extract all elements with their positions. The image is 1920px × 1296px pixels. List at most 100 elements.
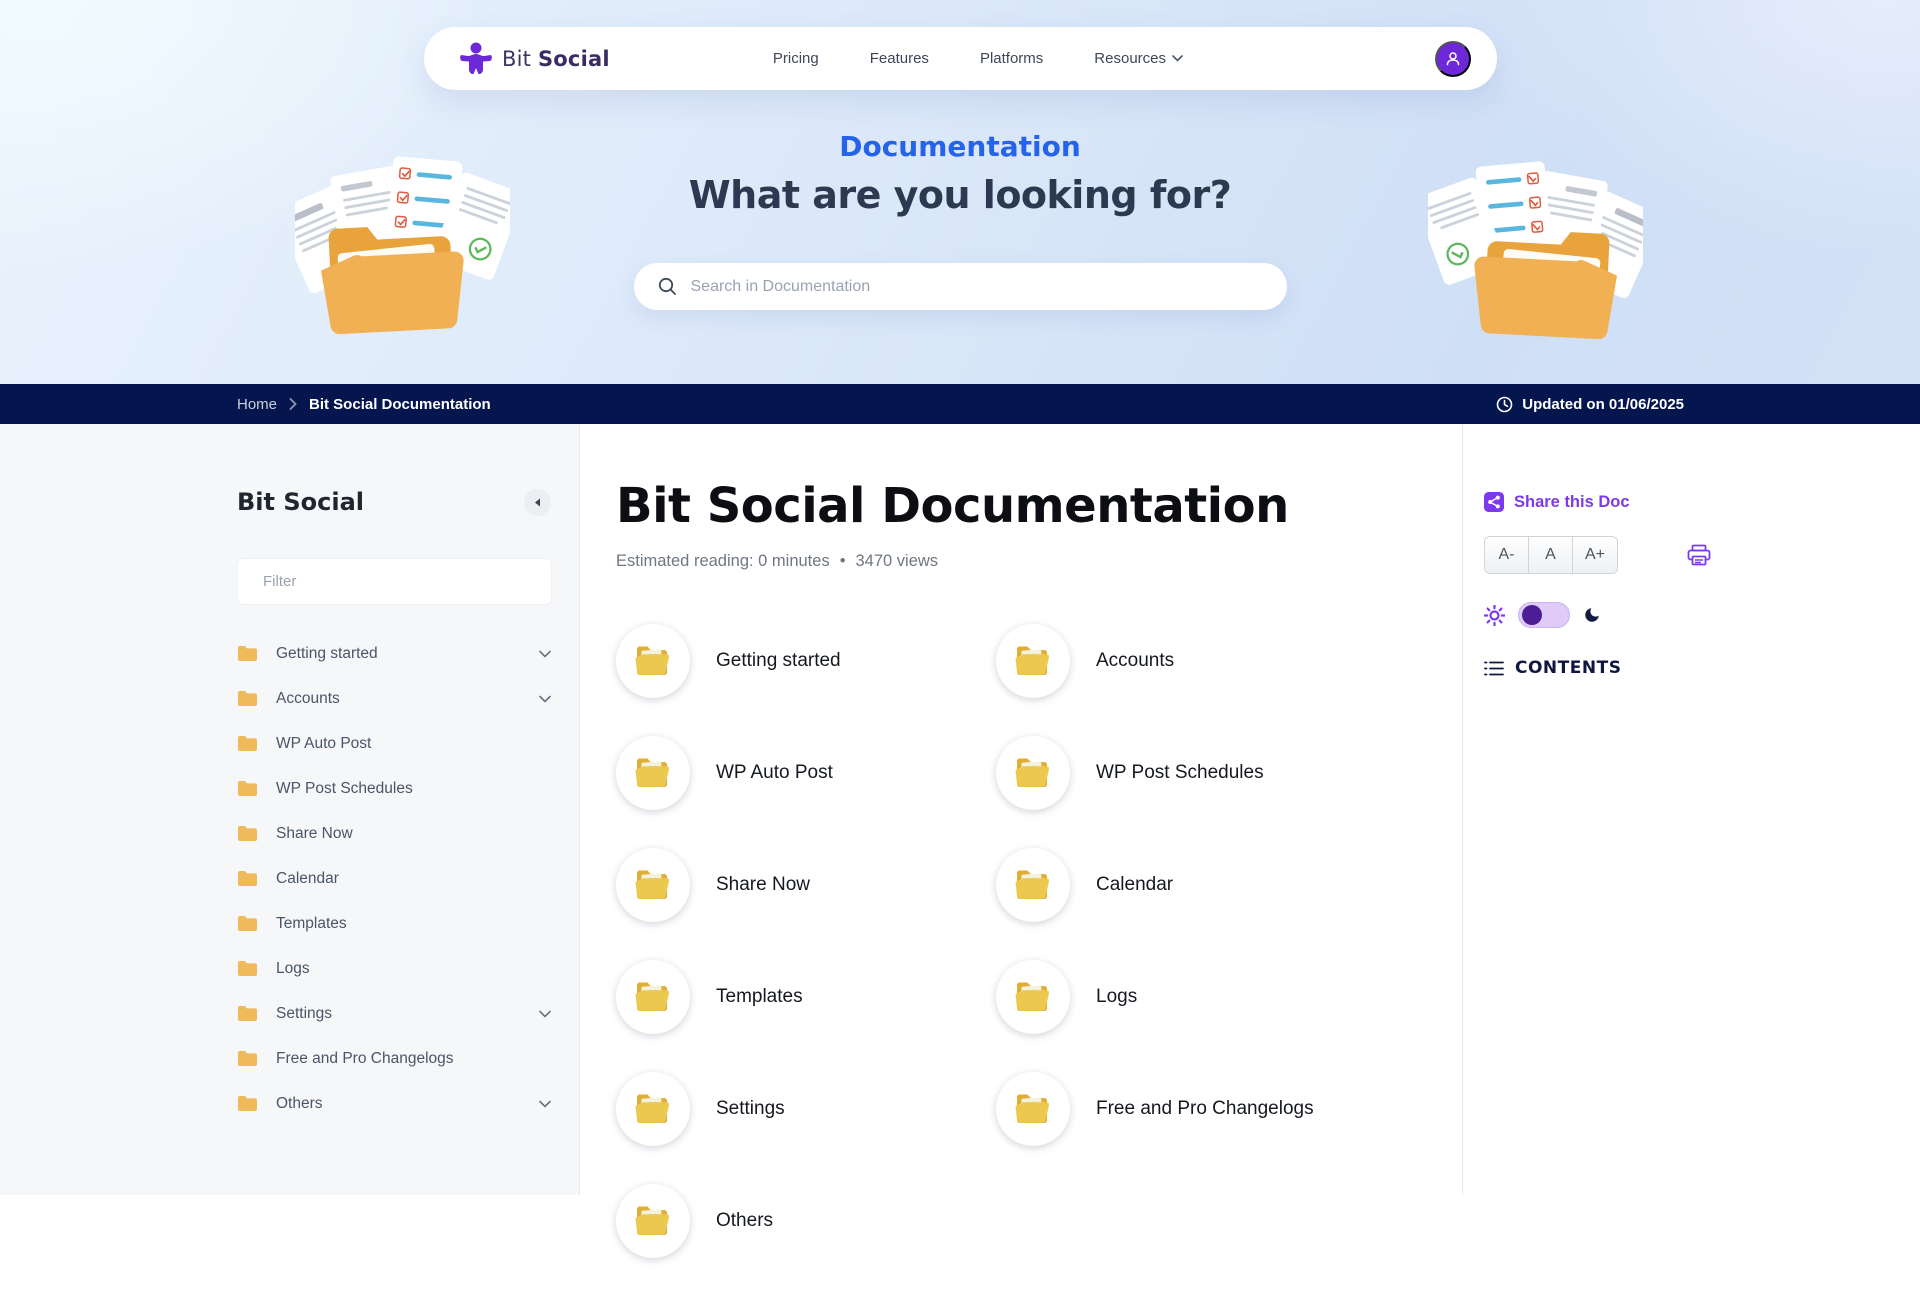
views-count: 3470 views [855, 552, 939, 570]
brand-logo[interactable]: Bit Social [460, 42, 610, 76]
font-size-button[interactable]: A+ [1573, 537, 1617, 573]
folder-badge [996, 848, 1070, 922]
doc-folder-card[interactable]: Calendar [996, 848, 1376, 922]
doc-meta: Estimated reading: 0 minutes • 3470 view… [616, 552, 1462, 571]
contents-header: CONTENTS [1484, 658, 1920, 678]
sidebar-folder-item[interactable]: Templates [237, 901, 551, 946]
doc-folder-card[interactable]: Templates [616, 960, 996, 1034]
folder-icon [237, 915, 258, 932]
folder-doc-icon [635, 1206, 670, 1235]
folder-doc-icon [635, 758, 670, 787]
folder-badge [996, 960, 1070, 1034]
sidebar-folder-item[interactable]: Logs [237, 946, 551, 991]
chevron-down-icon[interactable] [539, 1010, 551, 1018]
sidebar-folder-item[interactable]: Share Now [237, 811, 551, 856]
nav-menu-item[interactable]: Platforms [979, 50, 1044, 67]
nav-menu-item[interactable]: Features [869, 50, 929, 67]
folder-icon [237, 1050, 258, 1067]
sidebar-folder-item[interactable]: Others [237, 1081, 551, 1126]
sidebar-folder-item[interactable]: Free and Pro Changelogs [237, 1036, 551, 1081]
font-size-controls: A- A A+ [1484, 536, 1618, 574]
doc-content: Bit Social Documentation Estimated readi… [580, 424, 1462, 1258]
moon-icon [1583, 606, 1601, 624]
folder-badge [996, 1072, 1070, 1146]
updated-on-text: Updated on 01/06/2025 [1522, 395, 1684, 413]
chevron-down-icon[interactable] [539, 1100, 551, 1108]
folder-badge [616, 1184, 690, 1258]
folder-icon [237, 870, 258, 887]
folder-icon [237, 735, 258, 752]
print-button[interactable] [1687, 544, 1711, 566]
folder-icon [237, 1095, 258, 1112]
triangle-left-icon [534, 498, 541, 507]
dark-mode-toggle[interactable] [1518, 602, 1570, 628]
sidebar-folder-item[interactable]: WP Post Schedules [237, 766, 551, 811]
folder-icon [237, 690, 258, 707]
breadcrumb-bar: Home Bit Social Documentation Updated on… [0, 384, 1920, 424]
folder-grid: Getting started Accounts [616, 624, 1462, 1296]
doc-tools-panel: Share this Doc A- A A+ [1462, 424, 1920, 1195]
folder-doc-icon [635, 1094, 670, 1123]
folder-icon [237, 645, 258, 662]
folder-badge [616, 624, 690, 698]
account-avatar-button[interactable] [1435, 40, 1471, 77]
folder-badge [616, 1072, 690, 1146]
font-size-button[interactable]: A- [1485, 537, 1529, 573]
nav-menu-item[interactable]: Pricing [772, 50, 819, 67]
documentation-search[interactable] [633, 263, 1287, 310]
chevron-down-icon[interactable] [539, 695, 551, 703]
doc-folder-card[interactable]: WP Post Schedules [996, 736, 1376, 810]
breadcrumb: Home Bit Social Documentation [237, 396, 491, 413]
brand-name: Bit Social [502, 46, 610, 71]
hero-section: Bit Social Pricing Features [0, 0, 1920, 384]
top-navbar: Bit Social Pricing Features [424, 27, 1497, 90]
updated-on: Updated on 01/06/2025 [1496, 396, 1684, 413]
folder-icon [237, 1005, 258, 1022]
sidebar-folder-item[interactable]: Getting started [237, 631, 551, 676]
folder-badge [616, 848, 690, 922]
font-size-button[interactable]: A [1529, 537, 1573, 573]
breadcrumb-current: Bit Social Documentation [309, 395, 491, 413]
doc-folder-card[interactable]: Others [616, 1184, 996, 1258]
search-icon [658, 277, 677, 296]
breadcrumb-home-link[interactable]: Home [237, 395, 278, 413]
doc-folder-card[interactable]: Settings [616, 1072, 996, 1146]
sidebar-folder-item[interactable]: Accounts [237, 676, 551, 721]
hero-title: What are you looking for? [688, 173, 1232, 217]
folder-icon [237, 960, 258, 977]
sidebar-folder-item[interactable]: Calendar [237, 856, 551, 901]
doc-folder-card[interactable]: Getting started [616, 624, 996, 698]
doc-folder-card[interactable]: Accounts [996, 624, 1376, 698]
doc-folder-card[interactable]: WP Auto Post [616, 736, 996, 810]
sidebar-folder-item[interactable]: Settings [237, 991, 551, 1036]
folder-badge [616, 736, 690, 810]
folder-badge [616, 960, 690, 1034]
folder-icon [237, 780, 258, 797]
folder-badge [996, 736, 1070, 810]
folder-doc-icon [1015, 1094, 1050, 1123]
share-doc-button[interactable]: Share this Doc [1484, 492, 1920, 512]
docs-sidebar: Bit Social Getting started [0, 424, 580, 1195]
sidebar-folder-list: Getting started Accounts [237, 631, 551, 1126]
meta-separator: • [839, 552, 846, 570]
bit-social-logo-icon [460, 42, 492, 76]
sidebar-folder-item[interactable]: WP Auto Post [237, 721, 551, 766]
hero-eyebrow: Documentation [839, 130, 1081, 163]
folder-badge [996, 624, 1070, 698]
folder-doc-icon [635, 870, 670, 899]
sidebar-title: Bit Social [237, 488, 364, 516]
sidebar-collapse-button[interactable] [524, 488, 551, 516]
contents-label: CONTENTS [1515, 658, 1622, 678]
page-title: Bit Social Documentation [616, 478, 1289, 534]
nav-menu-item[interactable]: Resources [1094, 50, 1183, 67]
folder-illustration-right [1428, 159, 1643, 340]
search-input[interactable] [690, 277, 1287, 296]
doc-folder-card[interactable]: Logs [996, 960, 1376, 1034]
sidebar-filter-input[interactable] [237, 558, 552, 605]
folder-doc-icon [635, 982, 670, 1011]
doc-folder-card[interactable]: Share Now [616, 848, 996, 922]
chevron-down-icon [1172, 55, 1183, 62]
doc-folder-card[interactable]: Free and Pro Changelogs [996, 1072, 1376, 1146]
folder-icon [237, 825, 258, 842]
chevron-down-icon[interactable] [539, 650, 551, 658]
